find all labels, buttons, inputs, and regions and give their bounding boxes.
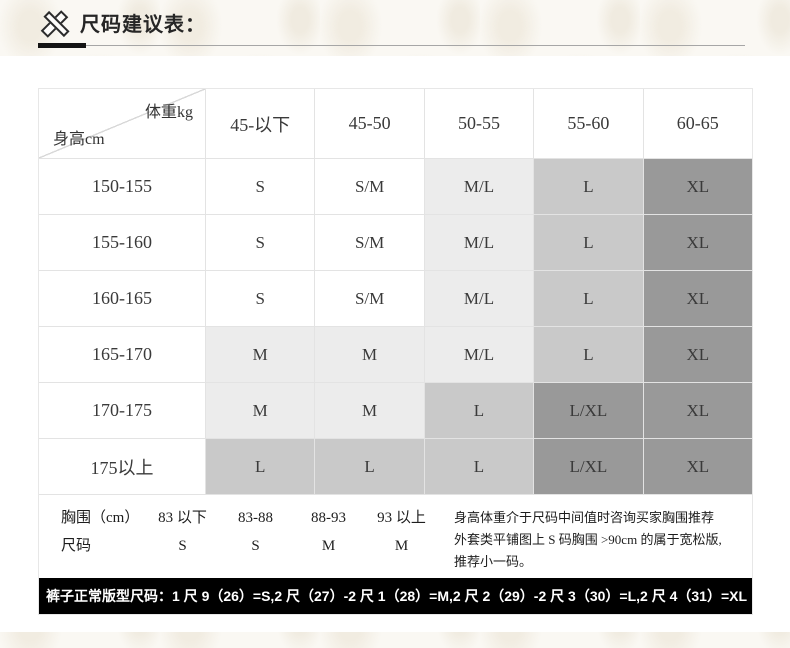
size-cell: XL [643,439,752,494]
size-cell: L [534,159,643,214]
size-cell: XL [643,383,752,438]
chest-column: 83-88 S [219,504,292,578]
header-divider-accent [38,43,86,48]
chest-size: M [321,538,336,554]
column-header: 55-60 [534,89,643,158]
chest-range: 93 以上 [377,510,426,526]
chest-note-line: 身高体重介于尺码中间值时咨询买家胸围推荐 [454,510,715,525]
pencil-ruler-icon [40,7,71,38]
pants-size-bar: 裤子正常版型尺码：1 尺 9（26）=S,2 尺（27）-2 尺 1（28）=M… [39,578,752,614]
column-header: 45-以下 [206,89,315,158]
chest-size-section: 胸围（cm） 尺码 83 以下 S 83-88 S 88-93 M 93 以上 … [39,494,752,578]
size-cell: S [206,159,315,214]
column-header: 50-55 [424,89,534,158]
chest-column: 83 以下 S [146,504,219,578]
row-label: 165-170 [39,327,205,382]
size-cell: L [534,271,643,326]
section-header: 尺码建议表： [40,7,206,38]
page-title: 尺码建议表： [80,14,206,36]
row-label: 160-165 [39,271,205,326]
size-cell: S/M [315,271,424,326]
size-cell: S [206,271,315,326]
chest-column: 93 以上 M [365,504,438,578]
size-cell: S/M [315,215,424,270]
size-cell: M [315,327,424,382]
size-cell: L [534,327,643,382]
size-cell: M/L [424,271,534,326]
chest-advice-note: 身高体重介于尺码中间值时咨询买家胸围推荐 外套类平铺图上 S 码胸围 >90cm… [438,504,752,578]
chest-row-labels: 胸围（cm） 尺码 [39,504,146,578]
chest-range: 83 以下 [158,510,207,526]
chest-column: 88-93 M [292,504,365,578]
size-cell: L [315,439,424,494]
corner-height-label: 身高cm [53,131,105,148]
row-label: 155-160 [39,215,205,270]
chest-range: 83-88 [238,510,273,526]
size-cell: M [206,383,315,438]
chest-label-line2: 尺码 [61,538,92,554]
chest-note-line: 外套类平铺图上 S 码胸围 >90cm 的属于宽松版, [454,532,722,547]
header-divider [38,45,745,46]
size-cell: L [424,383,534,438]
row-label: 175以上 [39,439,205,494]
column-header: 60-65 [643,89,752,158]
size-cell: L/XL [534,383,643,438]
size-chart-box: 体重kg 身高cm 45-以下 45-50 50-55 55-60 60-65 … [38,88,753,615]
chest-size: S [178,538,187,554]
chest-label-line1: 胸围（cm） [61,510,140,526]
size-cell: M/L [424,327,534,382]
row-label: 170-175 [39,383,205,438]
size-cell: M/L [424,159,534,214]
pants-size-text: 裤子正常版型尺码：1 尺 9（26）=S,2 尺（27）-2 尺 1（28）=M… [46,588,748,604]
corner-cell: 体重kg 身高cm [39,89,205,158]
chest-size: S [251,538,260,554]
size-table: 体重kg 身高cm 45-以下 45-50 50-55 55-60 60-65 … [39,89,752,494]
size-cell: S/M [315,159,424,214]
size-cell: L [424,439,534,494]
column-header: 45-50 [315,89,424,158]
size-cell: XL [643,159,752,214]
chest-size: M [394,538,409,554]
size-cell: S [206,215,315,270]
corner-weight-label: 体重kg [144,104,193,121]
chest-range: 88-93 [311,510,346,526]
size-cell: XL [643,271,752,326]
size-cell: M [206,327,315,382]
row-label: 150-155 [39,159,205,214]
size-cell: L [534,215,643,270]
size-cell: L [206,439,315,494]
size-cell: M/L [424,215,534,270]
size-cell: XL [643,327,752,382]
size-cell: L/XL [534,439,643,494]
size-cell: XL [643,215,752,270]
size-cell: M [315,383,424,438]
chest-note-line: 推荐小一码。 [454,554,533,569]
